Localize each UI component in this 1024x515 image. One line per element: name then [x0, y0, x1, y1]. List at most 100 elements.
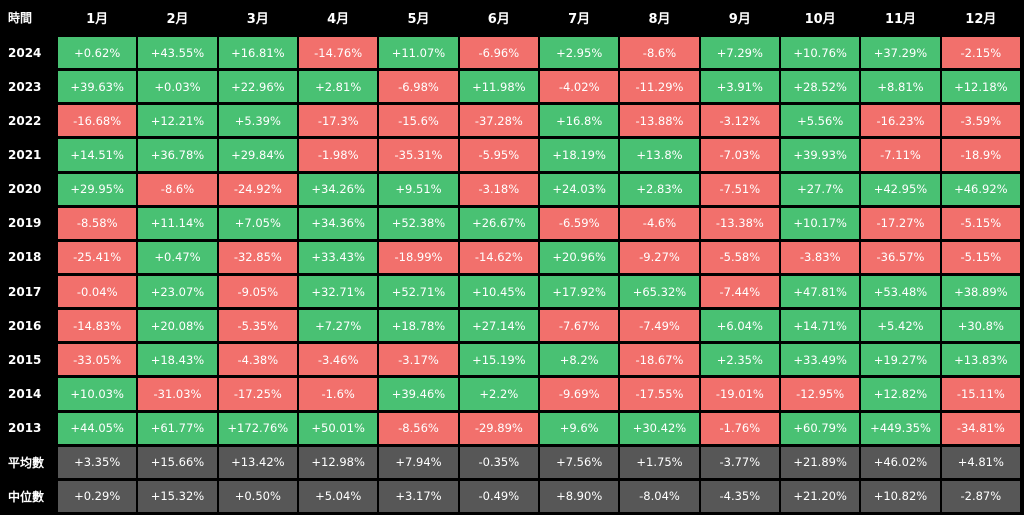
return-cell: +2.81% [299, 71, 378, 103]
return-cell: +60.79% [781, 412, 860, 444]
year-row-label: 2019 [8, 216, 42, 231]
return-cell: +449.35% [861, 412, 940, 444]
return-cell: +7.27% [299, 310, 378, 342]
return-cell: +44.05% [58, 412, 137, 444]
summary-cell: +5.04% [299, 480, 378, 512]
return-cell: -3.18% [459, 173, 538, 205]
column-header-month-11: 11月 [884, 12, 917, 27]
summary-cell: +21.89% [781, 446, 860, 478]
return-cell: +3.91% [700, 71, 779, 103]
return-cell: -3.83% [781, 241, 860, 273]
column-header-month-8: 8月 [648, 12, 671, 27]
return-cell: -18.99% [379, 241, 458, 273]
column-header-month-12: 12月 [965, 12, 997, 27]
year-row-label: 2017 [8, 284, 42, 299]
return-cell: -3.12% [700, 105, 779, 137]
return-cell: -13.38% [700, 207, 779, 239]
return-cell: +9.6% [540, 412, 619, 444]
return-cell: +0.47% [138, 241, 217, 273]
return-cell: -15.6% [379, 105, 458, 137]
return-cell: +9.51% [379, 173, 458, 205]
return-cell: +30.42% [620, 412, 699, 444]
return-cell: -18.67% [620, 344, 699, 376]
return-cell: -6.59% [540, 207, 619, 239]
return-cell: +5.39% [218, 105, 297, 137]
summary-cell: -2.87% [941, 480, 1020, 512]
return-cell: +26.67% [459, 207, 538, 239]
return-cell: +11.98% [459, 71, 538, 103]
summary-cell: +0.29% [58, 480, 137, 512]
return-cell: +39.46% [379, 378, 458, 410]
summary-row-label: 中位數 [8, 489, 45, 504]
return-cell: -1.98% [299, 139, 378, 171]
return-cell: -5.95% [459, 139, 538, 171]
return-cell: -14.76% [299, 37, 378, 69]
return-cell: -8.58% [58, 207, 137, 239]
year-row-label: 2015 [8, 352, 42, 367]
return-cell: +29.84% [218, 139, 297, 171]
return-cell: -15.11% [941, 378, 1020, 410]
return-cell: -16.23% [861, 105, 940, 137]
return-cell: -12.95% [781, 378, 860, 410]
return-cell: +18.19% [540, 139, 619, 171]
return-cell: +27.14% [459, 310, 538, 342]
return-cell: +36.78% [138, 139, 217, 171]
return-cell: +39.63% [58, 71, 137, 103]
return-cell: -37.28% [459, 105, 538, 137]
column-header-month-4: 4月 [327, 12, 350, 27]
summary-cell: +15.66% [138, 446, 217, 478]
return-cell: -6.96% [459, 37, 538, 69]
column-header-month-5: 5月 [407, 12, 430, 27]
return-cell: -24.92% [218, 173, 297, 205]
summary-cell: +0.50% [218, 480, 297, 512]
return-cell: -1.76% [700, 412, 779, 444]
return-cell: +0.03% [138, 71, 217, 103]
return-cell: +2.2% [459, 378, 538, 410]
return-cell: +33.43% [299, 241, 378, 273]
return-cell: +53.48% [861, 275, 940, 308]
return-cell: +23.07% [138, 275, 217, 308]
return-cell: +29.95% [58, 173, 137, 205]
summary-cell: +13.42% [218, 446, 297, 478]
return-cell: +46.92% [941, 173, 1020, 205]
return-cell: +13.8% [620, 139, 699, 171]
return-cell: -4.6% [620, 207, 699, 239]
return-cell: -33.05% [58, 344, 137, 376]
year-row-label: 2013 [8, 421, 42, 436]
return-cell: +52.71% [379, 275, 458, 308]
return-cell: +61.77% [138, 412, 217, 444]
column-header-month-2: 2月 [166, 12, 189, 27]
return-cell: -17.55% [620, 378, 699, 410]
year-row-label: 2022 [8, 113, 42, 128]
return-cell: -16.68% [58, 105, 137, 137]
return-cell: +22.96% [218, 71, 297, 103]
return-cell: -4.38% [218, 344, 297, 376]
summary-cell: +3.35% [58, 446, 137, 478]
summary-row-label: 平均數 [8, 455, 45, 470]
column-header-month-3: 3月 [246, 12, 269, 27]
return-cell: +14.51% [58, 139, 137, 171]
return-cell: -3.46% [299, 344, 378, 376]
return-cell: +12.18% [941, 71, 1020, 103]
return-cell: -9.05% [218, 275, 297, 308]
return-cell: +16.8% [540, 105, 619, 137]
return-cell: +13.83% [941, 344, 1020, 376]
return-cell: +50.01% [299, 412, 378, 444]
return-cell: +33.49% [781, 344, 860, 376]
summary-cell: +8.90% [540, 480, 619, 512]
return-cell: +10.45% [459, 275, 538, 308]
return-cell: +10.03% [58, 378, 137, 410]
summary-cell: +4.81% [941, 446, 1020, 478]
return-cell: +27.7% [781, 173, 860, 205]
return-cell: +34.36% [299, 207, 378, 239]
column-header-month-6: 6月 [487, 12, 510, 27]
return-cell: -4.02% [540, 71, 619, 103]
return-cell: -5.15% [941, 241, 1020, 273]
return-cell: -7.51% [700, 173, 779, 205]
return-cell: -7.11% [861, 139, 940, 171]
return-cell: +37.29% [861, 37, 940, 69]
return-cell: -3.59% [941, 105, 1020, 137]
return-cell: -9.27% [620, 241, 699, 273]
return-cell: +10.17% [781, 207, 860, 239]
return-cell: +38.89% [941, 275, 1020, 308]
